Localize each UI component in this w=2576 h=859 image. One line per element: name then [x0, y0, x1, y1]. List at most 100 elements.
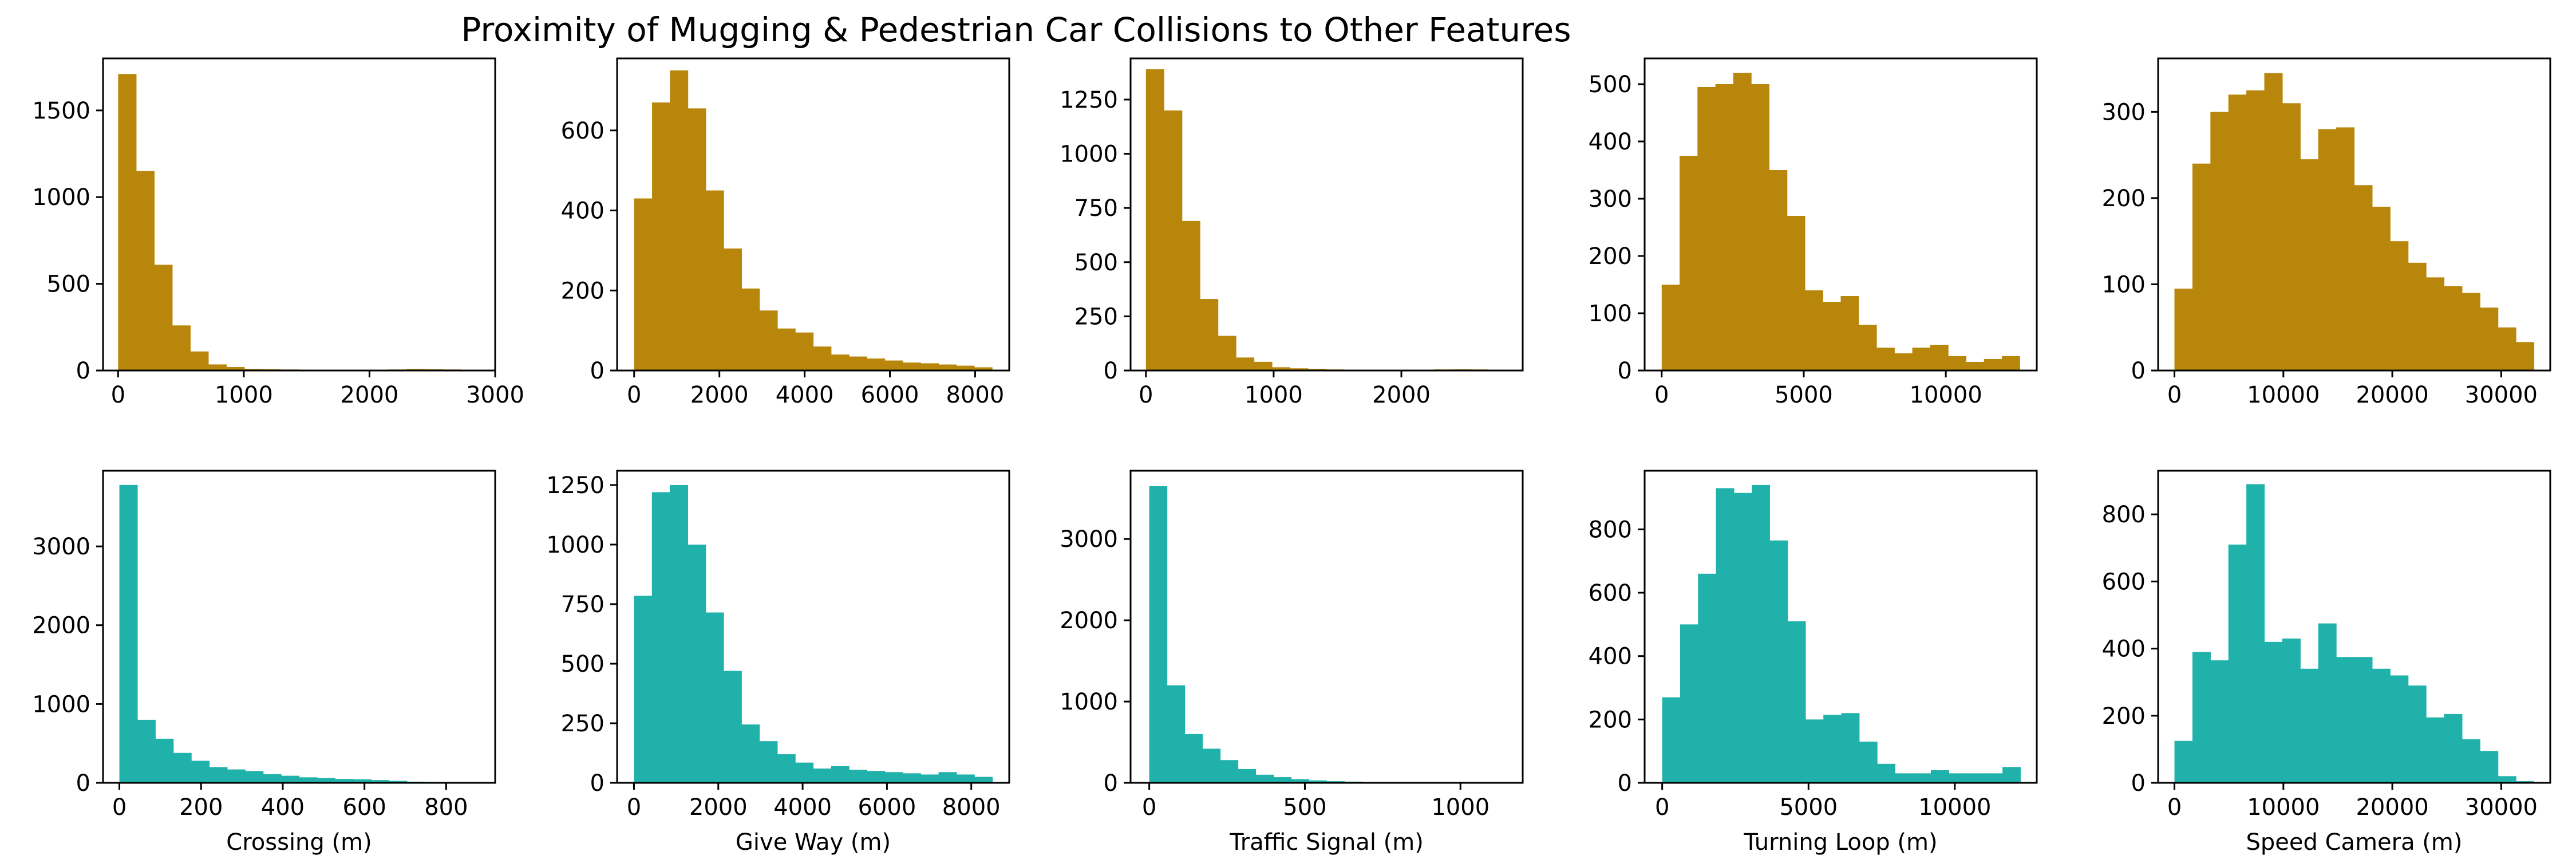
y-tick-label: 600	[1589, 580, 1632, 606]
x-tick-label: 0	[2167, 794, 2182, 821]
histogram-bar	[1913, 773, 1931, 783]
histogram-bar	[884, 360, 903, 371]
x-tick-label: 0	[1655, 794, 1669, 821]
x-tick-label: 6000	[861, 382, 919, 408]
histogram-bar	[2516, 342, 2535, 371]
y-tick-label: 0	[2131, 358, 2146, 384]
histogram-bar	[1202, 748, 1221, 783]
histogram-bar	[1272, 367, 1291, 371]
histogram-bar	[2480, 751, 2499, 783]
histogram-bar	[2390, 241, 2409, 371]
y-tick-label: 1000	[32, 691, 90, 718]
histogram-bar	[2408, 262, 2427, 371]
histogram-bar	[1876, 348, 1895, 371]
axes-frame	[2157, 57, 2551, 372]
y-tick-label: 100	[1589, 301, 1632, 327]
histogram-bar	[2444, 286, 2463, 371]
x-tick-label: 2000	[341, 382, 399, 408]
histogram-bar	[299, 777, 318, 783]
histogram-bar	[1752, 484, 1770, 783]
histogram-bar	[920, 363, 939, 371]
histogram-bar	[1680, 624, 1698, 783]
histogram-bar	[1715, 84, 1734, 371]
histogram-bar	[263, 774, 282, 783]
histogram-bar	[2408, 685, 2427, 783]
histogram-bar	[741, 288, 760, 371]
y-tick-label: 600	[561, 118, 605, 144]
histogram-bar	[1290, 368, 1309, 371]
histogram-bar	[317, 778, 335, 783]
histogram-bar	[209, 767, 228, 783]
x-tick-label: 400	[261, 794, 305, 821]
histogram-bar	[974, 777, 993, 783]
histogram-bar	[137, 719, 156, 783]
histogram-bar	[190, 351, 209, 371]
histogram-bar	[902, 362, 921, 371]
histogram-bar	[777, 328, 796, 371]
axes-frame	[616, 57, 1010, 372]
histogram-bar	[1787, 621, 1806, 783]
histogram-bar	[2282, 103, 2301, 371]
x-tick-label: 10000	[2247, 794, 2320, 821]
axes-frame	[2157, 470, 2551, 784]
histogram-bar	[1840, 296, 1859, 371]
y-tick-label: 500	[47, 271, 90, 298]
y-tick-label: 250	[561, 711, 605, 737]
histogram-bar	[741, 724, 760, 783]
x-tick-label: 2000	[690, 382, 749, 408]
histogram-bar	[2498, 776, 2516, 783]
histogram-bar	[2228, 94, 2247, 371]
subplot-1-4: 0 10000 20000 30000 0 200 400 600 800 Speed Camer…	[2102, 470, 2551, 856]
y-tick-label: 250	[1074, 304, 1118, 330]
histogram-bar	[2318, 623, 2337, 783]
axes-frame	[1129, 57, 1524, 372]
x-tick-label: 200	[179, 794, 223, 821]
subplot-1-1: 0 2000 4000 6000 8000 0 250 500 750 1000 1250 Give …	[546, 470, 1010, 856]
x-tick-label: 30000	[2465, 794, 2538, 821]
histogram-bar	[136, 171, 155, 371]
histogram-bar	[2354, 185, 2373, 371]
x-axis-label: Speed Camera (m)	[2246, 829, 2463, 856]
histogram-bar	[1307, 368, 1326, 371]
histogram-bar	[1273, 777, 1292, 783]
y-tick-label: 2000	[1060, 608, 1118, 634]
y-tick-label: 0	[76, 358, 90, 384]
histogram-bar	[670, 70, 689, 371]
x-tick-label: 5000	[1779, 794, 1838, 821]
histogram-bar	[651, 492, 670, 783]
histogram-bar	[813, 346, 832, 371]
histogram-bar	[335, 779, 354, 783]
histogram-bar	[1949, 773, 1967, 783]
y-tick-label: 0	[1104, 358, 1118, 384]
histogram-bar	[1966, 773, 1985, 783]
y-tick-label: 1000	[1060, 141, 1118, 168]
histogram-bar	[2390, 675, 2409, 783]
x-tick-label: 0	[1654, 382, 1669, 408]
y-tick-label: 200	[1589, 707, 1632, 733]
histogram-bar	[1236, 357, 1255, 371]
histogram-bar	[813, 769, 832, 783]
histogram-bar	[724, 248, 742, 371]
histogram-bar	[1930, 345, 1949, 371]
histogram-bar	[1895, 773, 1914, 783]
y-tick-label: 100	[2102, 271, 2146, 298]
histogram-bar	[281, 775, 300, 783]
x-tick-label: 5000	[1775, 382, 1833, 408]
histogram-bar	[2192, 652, 2211, 783]
y-tick-label: 400	[1589, 644, 1632, 670]
histogram-bar	[1145, 69, 1164, 371]
histogram-bar	[759, 310, 778, 371]
histogram-bar	[1680, 156, 1698, 371]
axes-frame	[616, 470, 1010, 784]
histogram-bar	[831, 354, 850, 371]
histogram-bar	[688, 108, 706, 371]
x-tick-label: 30000	[2465, 382, 2538, 408]
histogram-bar	[1805, 719, 1824, 783]
histogram-bar	[1912, 348, 1931, 371]
histogram-bar	[956, 365, 975, 371]
histogram-bar	[2174, 740, 2193, 783]
axes-frame	[102, 57, 496, 372]
histogram-bar	[2336, 127, 2355, 371]
y-tick-label: 1500	[32, 98, 90, 124]
